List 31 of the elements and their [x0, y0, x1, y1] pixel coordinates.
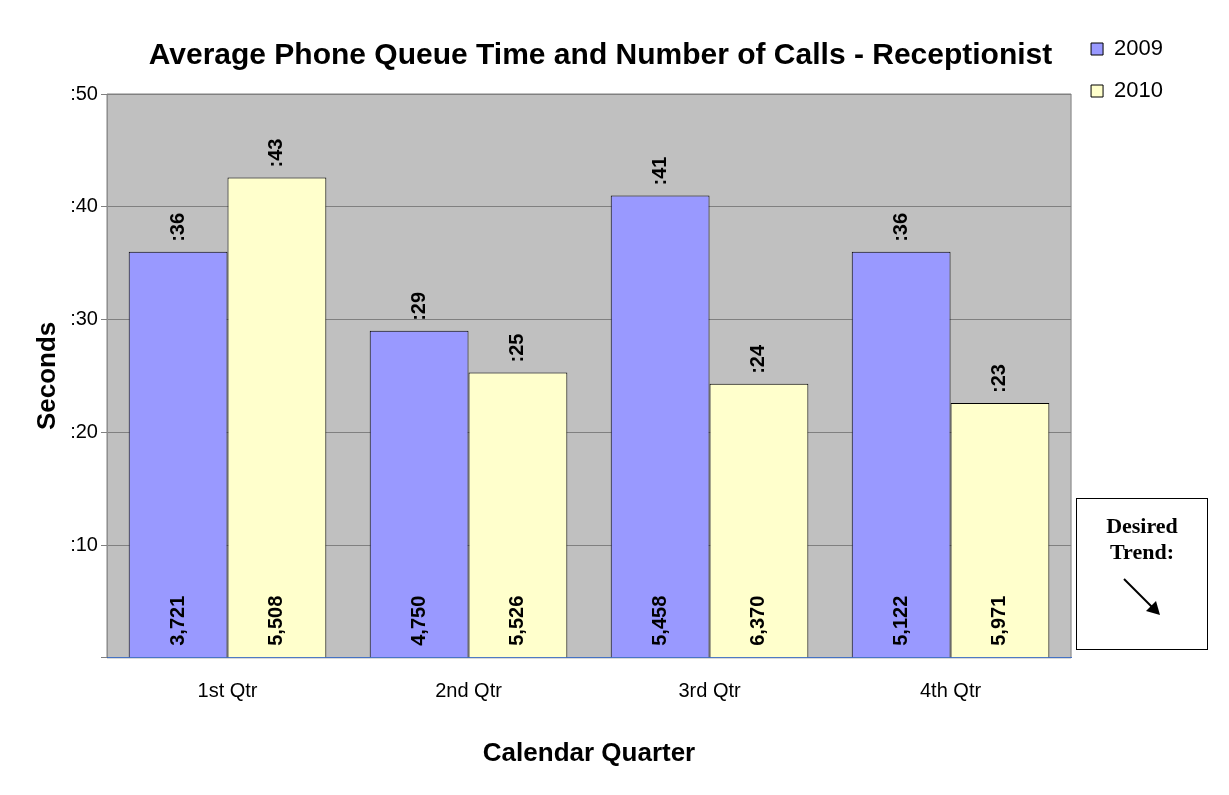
annotation: 6,370: [746, 595, 769, 646]
data-label: :24: [746, 344, 769, 374]
legend-label: 2010: [1114, 77, 1164, 103]
data-label: :23: [987, 364, 1010, 393]
data-label: :43: [264, 138, 287, 168]
data-label: :41: [647, 156, 670, 186]
annotation: 5,508: [264, 595, 287, 646]
annotation: 5,971: [987, 595, 1010, 646]
x-tick-label: 4th Qtr: [919, 679, 982, 702]
x-tick-label: 2nd Qtr: [435, 679, 503, 702]
annotation: 5,458: [647, 595, 670, 646]
data-label: :36: [165, 212, 188, 242]
x-tick-label: 3rd Qtr: [678, 679, 741, 702]
y-tick-label: :50: [70, 81, 98, 104]
x-axis-title: Calendar Quarter: [482, 736, 696, 767]
data-label: :25: [505, 333, 528, 363]
annotation: 5,122: [888, 595, 911, 646]
data-label: :29: [406, 291, 429, 321]
y-tick-label: :30: [70, 307, 98, 330]
text-box: Desired Trend:: [1076, 498, 1208, 650]
data-label: :36: [888, 212, 911, 242]
y-tick-label: :40: [70, 194, 98, 217]
y-tick-label: :10: [70, 532, 98, 555]
chart-title: Average Phone Queue Time and Number of Calls - Receptionist: [148, 37, 1053, 71]
annotation: 3,721: [165, 595, 188, 646]
legend-label: 2009: [1114, 35, 1164, 61]
annotation: 4,750: [406, 595, 429, 646]
x-tick-label: 1st Qtr: [197, 679, 258, 702]
y-tick-label: :20: [70, 419, 98, 442]
annotation: 5,526: [505, 595, 528, 646]
y-axis-title: Seconds: [30, 321, 61, 431]
